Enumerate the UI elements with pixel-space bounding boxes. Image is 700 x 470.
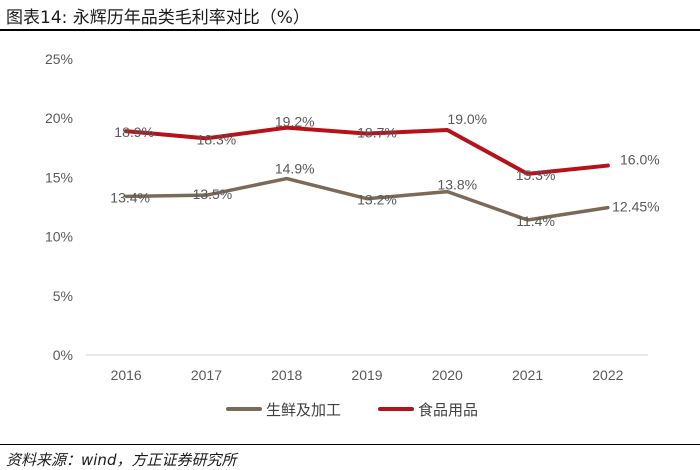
- x-tick-label: 2021: [512, 367, 543, 383]
- data-label: 13.4%: [110, 189, 150, 205]
- data-label: 19.2%: [275, 114, 315, 130]
- data-labels: 13.4% 13.5% 14.9% 13.2% 13.8% 11.4% 12.45% 18.9…: [110, 111, 659, 229]
- y-tick-label: 25%: [45, 51, 73, 67]
- legend-label: 生鲜及加工: [266, 401, 341, 419]
- series-lines: [124, 125, 610, 222]
- data-label: 13.2%: [357, 192, 397, 208]
- x-tick-label: 2019: [351, 367, 382, 383]
- data-label: 13.5%: [193, 186, 233, 202]
- x-axis-ticks: 2016 2017 2018 2019 2020 2021 2022: [111, 367, 624, 383]
- y-axis-ticks: 0% 5% 10% 15% 20% 25%: [45, 51, 73, 363]
- data-label: 18.3%: [197, 131, 237, 147]
- y-tick-label: 15%: [45, 169, 73, 185]
- x-tick-label: 2017: [191, 367, 222, 383]
- source-divider: [0, 444, 700, 445]
- x-tick-label: 2022: [592, 367, 623, 383]
- y-tick-label: 20%: [45, 110, 73, 126]
- data-label: 14.9%: [275, 161, 315, 177]
- series-line-food-goods: [124, 125, 610, 176]
- legend-label: 食品用品: [418, 401, 478, 419]
- data-label: 18.7%: [357, 125, 397, 141]
- data-label: 12.45%: [612, 199, 659, 215]
- x-tick-label: 2020: [432, 367, 463, 383]
- legend: 生鲜及加工 食品用品: [226, 401, 478, 419]
- data-label: 11.4%: [516, 213, 555, 229]
- series-line-fresh-produce: [124, 176, 610, 222]
- data-label: 19.0%: [447, 111, 487, 127]
- y-tick-label: 0%: [53, 347, 73, 363]
- chart-title: 图表14: 永辉历年品类毛利率对比（%）: [6, 8, 310, 28]
- y-tick-label: 10%: [45, 229, 73, 245]
- data-label: 18.9%: [114, 124, 154, 140]
- data-label: 15.3%: [516, 167, 556, 183]
- y-tick-label: 5%: [53, 288, 73, 304]
- source-note: 资料来源：wind，方正证券研究所: [6, 451, 237, 469]
- x-tick-label: 2016: [111, 367, 142, 383]
- data-label: 16.0%: [620, 152, 660, 168]
- x-tick-label: 2018: [271, 367, 302, 383]
- title-divider: [0, 29, 700, 31]
- data-label: 13.8%: [437, 177, 477, 193]
